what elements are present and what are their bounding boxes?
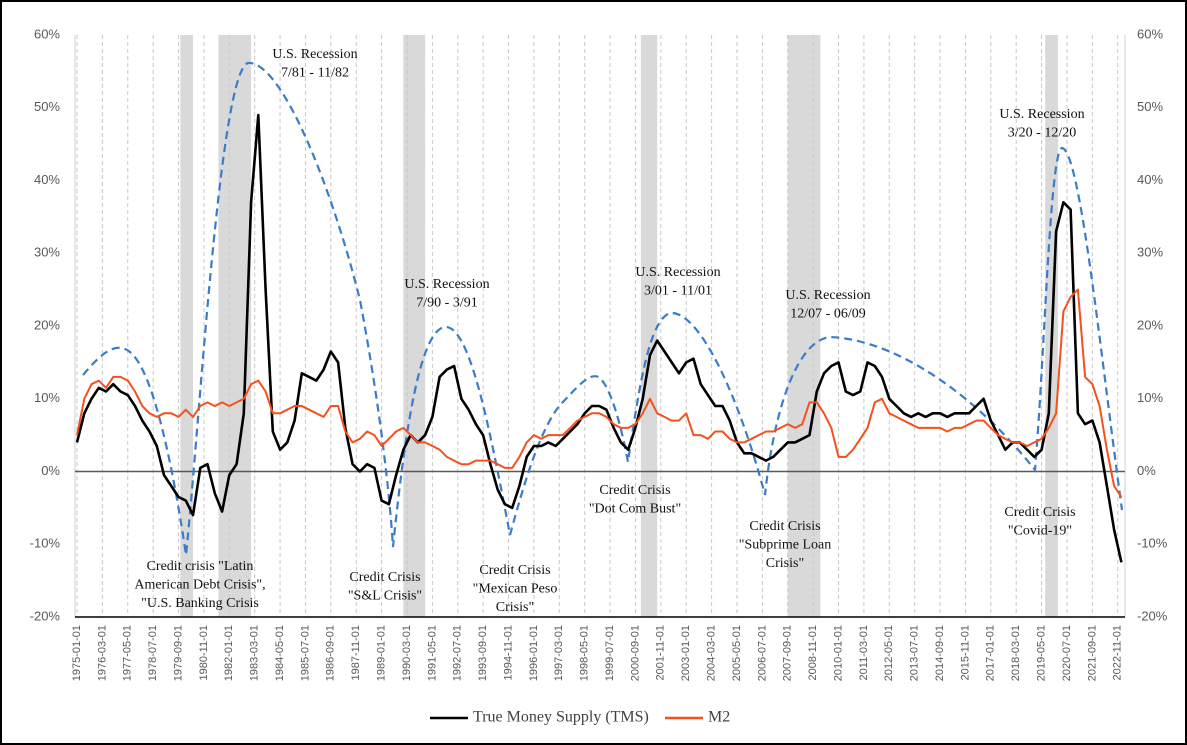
- x-tick-label: 2017-01-01: [985, 625, 997, 681]
- legend-label: M2: [708, 709, 730, 726]
- x-tick-label: 2007-09-01: [782, 625, 794, 681]
- annotation: "Dot Com Bust": [589, 502, 681, 517]
- x-tick-label: 1991-05-01: [426, 625, 438, 681]
- x-tick-label: 2012-05-01: [883, 625, 895, 681]
- annotation: Credit crisis "Latin: [147, 559, 254, 574]
- x-tick-label: 2008-11-01: [807, 625, 819, 680]
- annotation: American Debt Crisis",: [134, 578, 265, 593]
- annotation: U.S. Recession: [635, 265, 720, 280]
- x-tick-label: 1989-01-01: [376, 625, 388, 681]
- annotation: Credit Crisis: [479, 563, 550, 578]
- x-tick-label: 2006-07-01: [756, 625, 768, 681]
- foreground-layer: 1975-01-01 1976-03-01 1977-05-01 1978-07-01…: [30, 26, 1168, 725]
- x-tick-label: 1977-05-01: [122, 625, 134, 681]
- y-tick-label: 20%: [34, 317, 60, 332]
- x-tick-label: 1994-11-01: [502, 625, 514, 680]
- y2-tick-label: -10%: [1137, 536, 1168, 551]
- y2-tick-label: 60%: [1137, 26, 1163, 41]
- series-line: [76, 288, 1123, 498]
- y2-tick-label: 10%: [1137, 390, 1163, 405]
- y-tick-label: 60%: [34, 26, 60, 41]
- y-tick-label: 10%: [34, 390, 60, 405]
- annotation: U.S. Recession: [785, 288, 870, 303]
- annotation: "S&L Crisis": [348, 589, 422, 604]
- annotation: Crisis": [496, 600, 534, 615]
- y-tick-label: 40%: [34, 172, 60, 187]
- y2-tick-label: 40%: [1137, 172, 1163, 187]
- x-tick-label: 1979-09-01: [172, 625, 184, 681]
- x-tick-label: 2018-03-01: [1010, 625, 1022, 681]
- x-tick-label: 2015-11-01: [959, 625, 971, 680]
- annotation: Crisis": [766, 556, 804, 571]
- legend-label: True Money Supply (TMS): [473, 709, 649, 726]
- x-tick-label: 2011-03-01: [858, 625, 870, 680]
- x-tick-label: 2010-01-01: [832, 625, 844, 681]
- annotation: U.S. Recession: [999, 107, 1084, 122]
- annotation: 7/90 - 3/91: [416, 296, 477, 311]
- annotation: Credit Crisis: [749, 519, 820, 534]
- y-tick-label: 30%: [34, 245, 60, 260]
- x-tick-label: 1976-03-01: [96, 625, 108, 681]
- y-tick-label: 0%: [41, 463, 60, 478]
- annotation: 12/07 - 06/09: [790, 307, 865, 322]
- shaded-period: [787, 35, 821, 617]
- x-tick-label: 1999-07-01: [604, 625, 616, 681]
- x-tick-label: 1982-01-01: [223, 625, 235, 681]
- x-tick-label: 2014-09-01: [934, 625, 946, 681]
- y-tick-label: -20%: [30, 608, 61, 623]
- trend-envelope: [82, 61, 1124, 556]
- x-tick-label: 2020-07-01: [1061, 625, 1073, 681]
- x-tick-label: 2004-03-01: [706, 625, 718, 681]
- x-tick-label: 1998-05-01: [579, 625, 591, 681]
- x-tick-label: 1975-01-01: [71, 625, 83, 681]
- x-tick-label: 1985-07-01: [299, 625, 311, 681]
- x-tick-label: 1986-09-01: [325, 625, 337, 681]
- annotation: "Subprime Loan: [739, 538, 831, 553]
- annotation: 3/20 - 12/20: [1008, 126, 1076, 141]
- x-tick-label: 1987-11-01: [350, 625, 362, 680]
- x-tick-label: 1978-07-01: [147, 625, 159, 681]
- x-tick-label: 2013-07-01: [909, 625, 921, 681]
- x-tick-label: 1980-11-01: [198, 625, 210, 680]
- x-tick-label: 1984-05-01: [274, 625, 286, 681]
- annotation: Credit Crisis: [1004, 505, 1075, 520]
- x-tick-label: 1996-01-01: [528, 625, 540, 681]
- x-tick-label: 1983-03-01: [249, 625, 261, 681]
- annotation: "Mexican Peso: [473, 582, 558, 597]
- x-tick-label: 1997-03-01: [553, 625, 565, 681]
- x-tick-label: 2021-09-01: [1086, 625, 1098, 681]
- y2-tick-label: 20%: [1137, 317, 1163, 332]
- x-tick-label: 2003-01-01: [680, 625, 692, 681]
- annotation: U.S. Recession: [404, 277, 489, 292]
- y2-tick-label: 30%: [1137, 245, 1163, 260]
- background-layer: [74, 35, 1126, 618]
- y2-tick-label: 50%: [1137, 99, 1163, 114]
- annotation: "Covid-19": [1008, 524, 1072, 539]
- annotation: 3/01 - 11/01: [644, 284, 712, 299]
- x-tick-label: 1992-07-01: [452, 625, 464, 681]
- x-tick-label: 2022-11-01: [1112, 625, 1124, 680]
- annotation: 7/81 - 11/82: [281, 66, 349, 81]
- x-tick-label: 2019-05-01: [1036, 625, 1048, 681]
- annotation: Credit Crisis: [349, 570, 420, 585]
- x-tick-label: 1990-03-01: [401, 625, 413, 681]
- x-tick-label: 2005-05-01: [731, 625, 743, 681]
- x-tick-label: 2000-09-01: [629, 625, 641, 681]
- x-tick-label: 1993-09-01: [477, 625, 489, 681]
- shaded-period: [180, 35, 194, 617]
- y2-tick-label: 0%: [1137, 463, 1156, 478]
- x-tick-label: 2001-11-01: [655, 625, 667, 680]
- shaded-period: [640, 35, 658, 617]
- annotation: Credit Crisis: [599, 483, 670, 498]
- annotation: U.S. Recession: [272, 47, 357, 62]
- series-line: [75, 113, 1123, 563]
- y-tick-label: -10%: [30, 536, 61, 551]
- y-tick-label: 50%: [34, 99, 60, 114]
- y2-tick-label: -20%: [1137, 608, 1168, 623]
- annotation: "U.S. Banking Crisis: [141, 596, 259, 611]
